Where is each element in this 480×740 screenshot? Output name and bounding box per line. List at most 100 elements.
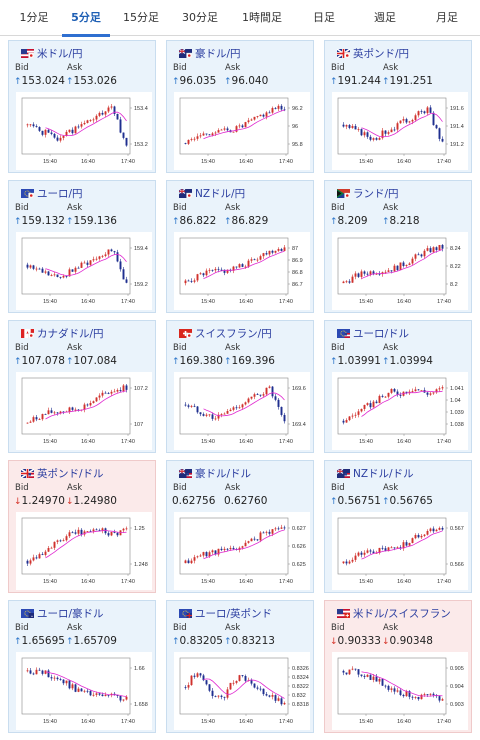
price-chart[interactable]: 191.6 191.4 191.2 15:40 16:40 17:40 [332, 92, 468, 170]
candle-body [351, 276, 354, 283]
ask-label: Ask [383, 343, 399, 353]
bid-value: ↑8.209 [330, 215, 368, 227]
candle-body [357, 411, 360, 415]
currency-pair-name[interactable]: スイスフラン/円 [195, 328, 272, 340]
currency-pair-name[interactable]: NZドル/ドル [353, 468, 414, 480]
candle-body [62, 135, 65, 138]
candle-body [92, 529, 95, 532]
y-tick-label: 191.4 [450, 124, 464, 130]
currency-pair-name[interactable]: 米ドル/スイスフラン [353, 608, 451, 620]
price-chart[interactable]: 0.567 0.566 15:40 16:40 17:40 [332, 512, 468, 590]
rate-card[interactable]: 英ポンド/円 Bid Ask ↑191.244 ↑191.251 191.6 191.4 19… [324, 40, 472, 173]
currency-pair-name[interactable]: ランド/円 [353, 188, 399, 200]
price-chart[interactable]: 8.24 8.22 8.2 15:40 16:40 17:40 [332, 232, 468, 310]
currency-pair-name[interactable]: 豪ドル/円 [195, 48, 241, 60]
rate-card[interactable]: 米ドル/スイスフラン Bid Ask ↓0.90333 ↓0.90348 0.905 0.9… [324, 600, 472, 733]
price-chart[interactable]: 96.2 96 95.8 15:40 16:40 17:40 [174, 92, 310, 170]
moving-average-line [45, 671, 127, 697]
price-chart[interactable]: 169.6 169.4 15:40 16:40 17:40 [174, 372, 310, 450]
candle-body [32, 557, 35, 561]
currency-pair-name[interactable]: ユーロ/ドル [353, 328, 410, 340]
arrow-down-icon: ↓ [66, 497, 74, 507]
candle-body [253, 538, 256, 540]
candle-body [220, 269, 223, 271]
price-chart[interactable]: 0.905 0.904 0.903 15:40 16:40 17:40 [332, 652, 468, 730]
candle-body [357, 129, 360, 130]
tab-6[interactable]: 日足 [313, 11, 335, 24]
candle-body [35, 126, 38, 128]
ask-value: 0.62760 [224, 495, 267, 507]
rate-card[interactable]: 英ポンド/ドル Bid Ask ↓1.24970 ↓1.24980 1.25 1.248 15… [8, 460, 156, 593]
ask-value: ↑169.396 [224, 355, 275, 367]
candle-body [411, 258, 414, 264]
candle-body [420, 694, 423, 700]
rate-card[interactable]: 豪ドル/ドル Bid Ask 0.62756 0.62760 0.627 0.626 0.62… [166, 460, 314, 593]
price-chart[interactable]: 0.627 0.626 0.625 15:40 16:40 17:40 [174, 512, 310, 590]
tab-3[interactable]: 15分足 [123, 11, 159, 24]
rate-card[interactable]: スイスフラン/円 Bid Ask ↑169.380 ↑169.396 169.6 169.4… [166, 320, 314, 453]
rate-card[interactable]: NZドル/円 Bid Ask ↑86.822 ↑86.829 87 86.9 86.8 86.7… [166, 180, 314, 313]
candle-body [363, 132, 366, 136]
price-chart[interactable]: 107.2 107 15:40 16:40 17:40 [16, 372, 152, 450]
candle-body [68, 532, 71, 537]
candle-body [348, 125, 351, 128]
currency-pair-name[interactable]: ユーロ/豪ドル [37, 608, 104, 620]
rate-card[interactable]: カナダドル/円 Bid Ask ↑107.078 ↑107.084 107.2 107 15:… [8, 320, 156, 453]
ask-label: Ask [67, 483, 83, 493]
candle-body [435, 529, 438, 532]
tab-4[interactable]: 30分足 [182, 11, 218, 24]
arrow-up-icon: ↑ [14, 217, 22, 227]
price-chart[interactable]: 1.041 1.04 1.039 1.038 15:40 16:40 17:40 [332, 372, 468, 450]
price-chart[interactable]: 159.4 159.2 15:40 16:40 17:40 [16, 232, 152, 310]
tab-2[interactable]: 5分足 [62, 0, 110, 37]
rate-card[interactable]: 米ドル/円 Bid Ask ↑153.024 ↑153.026 153.4 153.2 15:… [8, 40, 156, 173]
currency-pair-name[interactable]: ユーロ/英ポンド [195, 608, 273, 620]
tab-7[interactable]: 週足 [374, 11, 396, 24]
rate-card[interactable]: ユーロ/豪ドル Bid Ask ↑1.65695 ↑1.65709 1.66 1.658 15… [8, 600, 156, 733]
currency-pair-name[interactable]: カナダドル/円 [37, 328, 104, 340]
price-chart[interactable]: 87 86.9 86.8 86.7 15:40 16:40 17:40 [174, 232, 310, 310]
currency-pair-name[interactable]: ユーロ/円 [37, 188, 83, 200]
price-chart[interactable]: 153.4 153.2 15:40 16:40 17:40 [16, 92, 152, 170]
tab-5[interactable]: 1時間足 [242, 11, 282, 24]
candle-body [83, 404, 86, 410]
candle-body [217, 130, 220, 133]
candle-body [369, 271, 372, 275]
tab-8[interactable]: 月足 [436, 11, 458, 24]
candle-body [26, 670, 29, 672]
rate-card[interactable]: ランド/円 Bid Ask ↑8.209 ↑8.218 8.24 8.22 8.2 15:40 1… [324, 180, 472, 313]
candle-body [74, 267, 77, 272]
x-tick-label: 16:40 [397, 159, 411, 165]
candle-body [38, 127, 41, 131]
currency-pair-name[interactable]: NZドル/円 [195, 188, 246, 200]
price-chart[interactable]: 1.25 1.248 15:40 16:40 17:40 [16, 512, 152, 590]
x-tick-label: 15:40 [201, 439, 215, 445]
x-tick-label: 15:40 [359, 299, 373, 305]
candle-body [426, 248, 429, 251]
currency-pair-name[interactable]: 英ポンド/円 [353, 48, 410, 60]
ask-label: Ask [67, 623, 83, 633]
ask-value: ↑1.03994 [382, 355, 433, 367]
rate-card[interactable]: NZドル/ドル Bid Ask ↑0.56751 ↑0.56765 0.567 0.566 1… [324, 460, 472, 593]
candle-body [119, 119, 122, 133]
x-tick-label: 15:40 [201, 719, 215, 725]
rate-card[interactable]: 豪ドル/円 Bid Ask ↑96.035 ↑96.040 96.2 96 95.8 15:40… [166, 40, 314, 173]
candle-body [62, 679, 65, 684]
y-tick-label: 153.4 [134, 106, 148, 112]
price-chart[interactable]: 0.8326 0.8324 0.8322 0.832 0.8318 15:40 16:40 1… [174, 652, 310, 730]
price-chart[interactable]: 1.66 1.658 15:40 16:40 17:40 [16, 652, 152, 730]
candle-body [241, 125, 244, 128]
rate-card[interactable]: ユーロ/円 Bid Ask ↑159.132 ↑159.136 159.4 159.2 15:… [8, 180, 156, 313]
currency-pair-name[interactable]: 豪ドル/ドル [195, 468, 252, 480]
candle-body [411, 119, 414, 122]
x-tick-label: 16:40 [239, 159, 253, 165]
candle-body [190, 139, 193, 140]
candle-body [211, 550, 214, 553]
currency-pair-name[interactable]: 英ポンド/ドル [37, 468, 104, 480]
tab-1[interactable]: 1分足 [19, 11, 49, 24]
ask-label: Ask [225, 483, 241, 493]
rate-card[interactable]: ユーロ/英ポンド Bid Ask ↑0.83205 ↑0.83213 0.8326 0.83… [166, 600, 314, 733]
currency-pair-name[interactable]: 米ドル/円 [37, 48, 83, 60]
arrow-up-icon: ↑ [14, 637, 22, 647]
rate-card[interactable]: ユーロ/ドル Bid Ask ↑1.03991 ↑1.03994 1.041 1.04 1.0… [324, 320, 472, 453]
